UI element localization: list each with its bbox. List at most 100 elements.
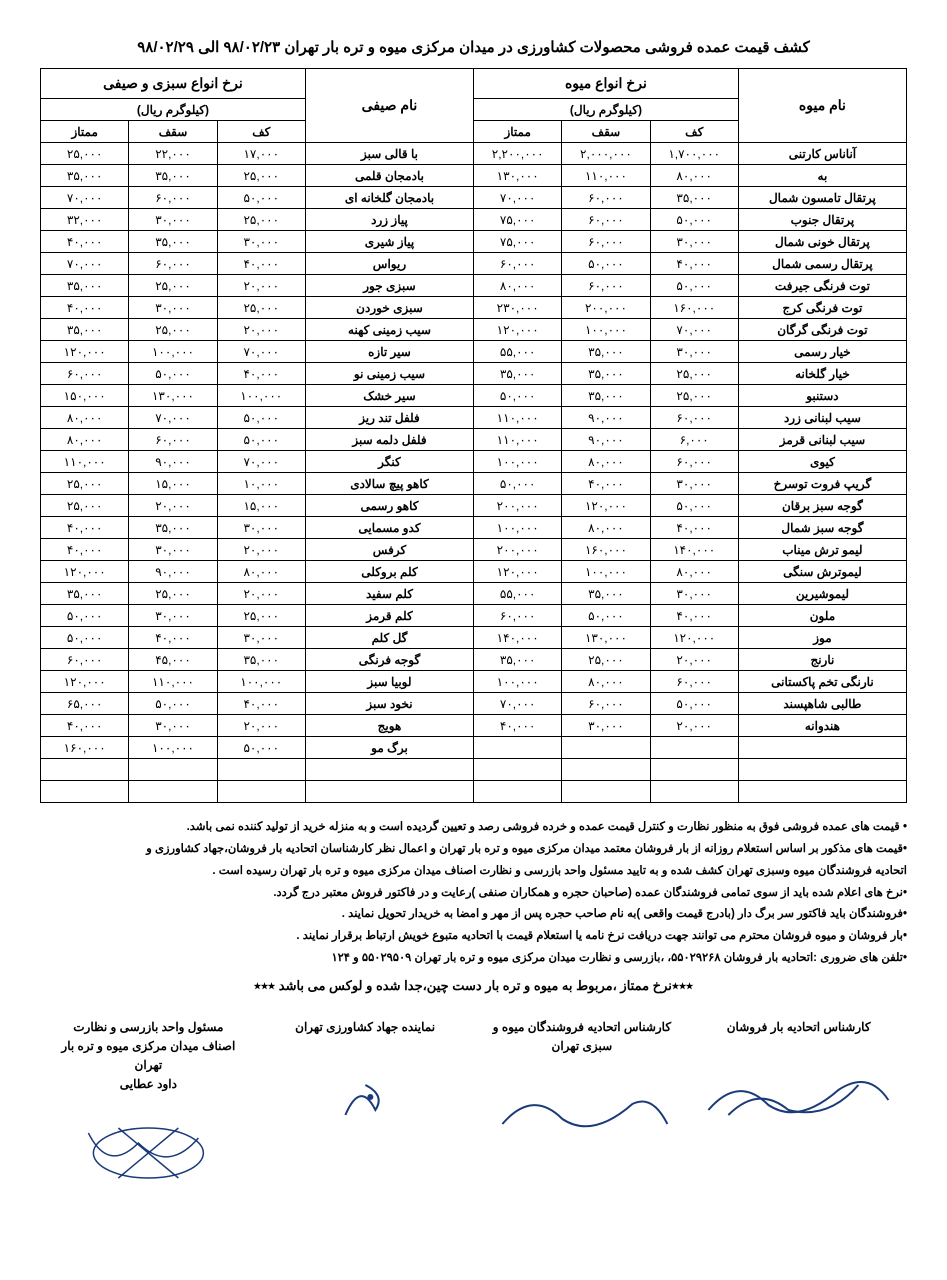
fruit-name-cell: موز: [738, 627, 906, 649]
fruit-saghf-cell: ۴۰,۰۰۰: [562, 473, 650, 495]
fruit-momtaz-cell: ۱۲۰,۰۰۰: [474, 561, 562, 583]
veg-name-cell: هویج: [305, 715, 473, 737]
veg-saghf-cell: ۳۰,۰۰۰: [129, 539, 217, 561]
fruit-momtaz-cell: ۵۰,۰۰۰: [474, 385, 562, 407]
veg-saghf-cell: ۱۵,۰۰۰: [129, 473, 217, 495]
fruit-saghf-cell: ۸۰,۰۰۰: [562, 451, 650, 473]
col-kaf-f: کف: [650, 121, 738, 143]
table-row: نارنج۲۰,۰۰۰۲۵,۰۰۰۳۵,۰۰۰گوجه فرنگی۳۵,۰۰۰۴…: [41, 649, 907, 671]
fruit-saghf-cell: ۱۳۰,۰۰۰: [562, 627, 650, 649]
fruit-momtaz-cell: ۲۰۰,۰۰۰: [474, 495, 562, 517]
veg-name-cell: گل کلم: [305, 627, 473, 649]
signature-1: کارشناس اتحادیه بار فروشان: [690, 1018, 907, 1183]
fruit-momtaz-cell: [474, 737, 562, 759]
fruit-kaf-cell: ۶,۰۰۰: [650, 429, 738, 451]
veg-kaf-cell: ۲۰,۰۰۰: [217, 539, 305, 561]
fruit-kaf-cell: ۱۴۰,۰۰۰: [650, 539, 738, 561]
table-row: کیوی۶۰,۰۰۰۸۰,۰۰۰۱۰۰,۰۰۰کنگر۷۰,۰۰۰۹۰,۰۰۰۱…: [41, 451, 907, 473]
fruit-momtaz-cell: ۶۰,۰۰۰: [474, 605, 562, 627]
veg-saghf-cell: ۱۱۰,۰۰۰: [129, 671, 217, 693]
veg-kaf-cell: ۴۰,۰۰۰: [217, 693, 305, 715]
fruit-kaf-cell: ۲۵,۰۰۰: [650, 385, 738, 407]
table-row: دستنبو۲۵,۰۰۰۳۵,۰۰۰۵۰,۰۰۰سیر خشک۱۰۰,۰۰۰۱۳…: [41, 385, 907, 407]
fruit-kaf-cell: ۵۰,۰۰۰: [650, 209, 738, 231]
fruit-name-cell: نارنج: [738, 649, 906, 671]
veg-momtaz-cell: ۸۰,۰۰۰: [41, 429, 129, 451]
sig-name: داود عطایی: [48, 1075, 249, 1094]
veg-kaf-cell: ۷۰,۰۰۰: [217, 451, 305, 473]
fruit-name-cell: سیب لبنانی قرمز: [738, 429, 906, 451]
veg-name-cell: کاهو رسمی: [305, 495, 473, 517]
veg-name-cell: کاهو پیچ سالادی: [305, 473, 473, 495]
fruit-saghf-cell: ۵۰,۰۰۰: [562, 253, 650, 275]
veg-kaf-cell: ۲۰,۰۰۰: [217, 275, 305, 297]
table-row: توت فرنگی گرگان۷۰,۰۰۰۱۰۰,۰۰۰۱۲۰,۰۰۰سیب ز…: [41, 319, 907, 341]
veg-kaf-cell: ۱۰,۰۰۰: [217, 473, 305, 495]
veg-saghf-cell: ۲۵,۰۰۰: [129, 319, 217, 341]
veg-kaf-cell: ۵۰,۰۰۰: [217, 407, 305, 429]
col-kaf-v: کف: [217, 121, 305, 143]
veg-kaf-cell: ۳۰,۰۰۰: [217, 231, 305, 253]
fruit-name-cell: خیار گلخانه: [738, 363, 906, 385]
fruit-kaf-cell: ۵۰,۰۰۰: [650, 275, 738, 297]
veg-momtaz-cell: ۱۲۰,۰۰۰: [41, 671, 129, 693]
table-row: ملون۴۰,۰۰۰۵۰,۰۰۰۶۰,۰۰۰کلم قرمز۲۵,۰۰۰۳۰,۰…: [41, 605, 907, 627]
veg-name-cell: سبزی خوردن: [305, 297, 473, 319]
veg-kaf-cell: ۱۷,۰۰۰: [217, 143, 305, 165]
veg-momtaz-cell: ۱۱۰,۰۰۰: [41, 451, 129, 473]
note-line: •تلفن های ضروری :اتحادیه بار فروشان ۵۵۰۲…: [40, 948, 907, 970]
veg-saghf-cell: ۳۰,۰۰۰: [129, 605, 217, 627]
veg-kaf-cell: ۲۵,۰۰۰: [217, 297, 305, 319]
veg-kaf-cell: ۴۰,۰۰۰: [217, 363, 305, 385]
fruit-kaf-cell: ۵۰,۰۰۰: [650, 693, 738, 715]
fruit-kaf-cell: ۸۰,۰۰۰: [650, 561, 738, 583]
fruit-momtaz-cell: ۴۰,۰۰۰: [474, 715, 562, 737]
fruit-name-cell: سیب لبنانی زرد: [738, 407, 906, 429]
fruit-name-cell: گریپ فروت توسرخ: [738, 473, 906, 495]
signature-icon: [265, 1065, 466, 1125]
veg-name-cell: نخود سبز: [305, 693, 473, 715]
veg-name-cell: فلفل دلمه سبز: [305, 429, 473, 451]
table-row: پرتقال خونی شمال۳۰,۰۰۰۶۰,۰۰۰۷۵,۰۰۰پیاز ش…: [41, 231, 907, 253]
fruit-saghf-cell: ۱۶۰,۰۰۰: [562, 539, 650, 561]
veg-kaf-cell: ۲۰,۰۰۰: [217, 319, 305, 341]
veg-momtaz-cell: ۵۰,۰۰۰: [41, 605, 129, 627]
sig-sub: اصناف میدان مرکزی میوه و تره بار تهران: [48, 1037, 249, 1075]
table-row: پرتقال جنوب۵۰,۰۰۰۶۰,۰۰۰۷۵,۰۰۰پیاز زرد۲۵,…: [41, 209, 907, 231]
page: کشف قیمت عمده فروشی محصولات کشاورزی در م…: [40, 30, 907, 1183]
veg-momtaz-cell: ۱۲۰,۰۰۰: [41, 561, 129, 583]
veg-saghf-cell: ۴۰,۰۰۰: [129, 627, 217, 649]
veg-momtaz-cell: ۱۵۰,۰۰۰: [41, 385, 129, 407]
signature-2: کارشناس اتحادیه فروشندگان میوه و سبزی ته…: [474, 1018, 691, 1183]
veg-name-cell: کنگر: [305, 451, 473, 473]
veg-momtaz-cell: ۸۰,۰۰۰: [41, 407, 129, 429]
fruit-momtaz-cell: ۱۰۰,۰۰۰: [474, 451, 562, 473]
veg-name-cell: با قالی سبز: [305, 143, 473, 165]
fruit-name-cell: کیوی: [738, 451, 906, 473]
veg-saghf-cell: ۶۰,۰۰۰: [129, 253, 217, 275]
veg-momtaz-cell: ۲۵,۰۰۰: [41, 143, 129, 165]
fruit-saghf-cell: ۱۰۰,۰۰۰: [562, 319, 650, 341]
fruit-momtaz-cell: ۵۰,۰۰۰: [474, 473, 562, 495]
veg-saghf-cell: ۳۵,۰۰۰: [129, 231, 217, 253]
veg-name-cell: کلم سفید: [305, 583, 473, 605]
veg-name-cell: کدو مسمایی: [305, 517, 473, 539]
table-row: لیموترش سنگی۸۰,۰۰۰۱۰۰,۰۰۰۱۲۰,۰۰۰کلم بروک…: [41, 561, 907, 583]
veg-momtaz-cell: ۴۰,۰۰۰: [41, 715, 129, 737]
fruit-saghf-cell: ۹۰,۰۰۰: [562, 407, 650, 429]
fruit-momtaz-cell: ۷۵,۰۰۰: [474, 231, 562, 253]
fruit-saghf-cell: ۶۰,۰۰۰: [562, 209, 650, 231]
note-line: •بار فروشان و میوه فروشان محترم می توانن…: [40, 926, 907, 948]
fruit-kaf-cell: [650, 737, 738, 759]
sig-title: کارشناس اتحادیه فروشندگان میوه و: [482, 1018, 683, 1037]
veg-kaf-cell: ۵۰,۰۰۰: [217, 737, 305, 759]
veg-saghf-cell: ۹۰,۰۰۰: [129, 561, 217, 583]
veg-saghf-cell: ۱۳۰,۰۰۰: [129, 385, 217, 407]
signatures-row: کارشناس اتحادیه بار فروشان کارشناس اتحاد…: [40, 1018, 907, 1183]
fruit-saghf-cell: ۸۰,۰۰۰: [562, 517, 650, 539]
veg-momtaz-cell: ۶۰,۰۰۰: [41, 363, 129, 385]
fruit-name-cell: طالبی شاهپسند: [738, 693, 906, 715]
veg-kaf-cell: ۱۵,۰۰۰: [217, 495, 305, 517]
veg-kaf-cell: ۲۵,۰۰۰: [217, 165, 305, 187]
veg-momtaz-cell: ۲۵,۰۰۰: [41, 473, 129, 495]
